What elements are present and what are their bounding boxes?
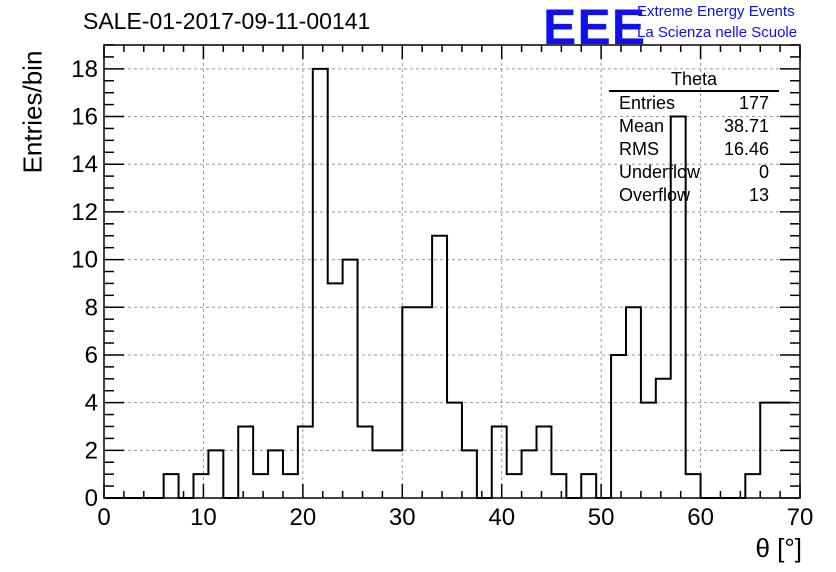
stats-value: 177 (738, 93, 769, 113)
stats-row-rms: RMS 16.46 (609, 138, 779, 161)
histogram-bin (387, 450, 402, 498)
histogram-bin (313, 69, 328, 498)
stats-row-mean: Mean 38.71 (609, 115, 779, 138)
y-tick-label: 10 (71, 247, 98, 274)
x-tick-label: 70 (787, 504, 814, 531)
histogram-bin (745, 474, 760, 498)
stats-value: 38.71 (723, 116, 769, 136)
histogram-bin (537, 426, 552, 498)
logo-caption-line1: Extreme Energy Events (637, 3, 795, 20)
stats-label: Entries (619, 93, 676, 113)
histogram-bin (507, 474, 522, 498)
tick-labels: 0 10 20 30 40 50 60 70 0 2 4 6 8 10 12 14 16 18 (71, 56, 813, 531)
histogram-bin (492, 426, 507, 498)
histogram-bin (551, 474, 566, 498)
stats-row-entries: Entries 177 (609, 92, 779, 115)
stats-label: Overflow (619, 185, 691, 205)
logo-caption-line2: La Scienza nelle Scuole (637, 24, 798, 41)
x-axis-label: θ [°] (755, 533, 802, 563)
histogram-bin (358, 426, 373, 498)
stats-box: Theta Entries 177 Mean 38.71 RMS 16.46 U… (609, 68, 779, 207)
stats-row-underflow: Underflow 0 (609, 161, 779, 184)
histogram-bin (641, 403, 656, 498)
x-tick-label: 50 (588, 504, 615, 531)
histogram-bin (283, 474, 298, 498)
histogram-bin (462, 450, 477, 498)
histogram-bin (193, 474, 208, 498)
histogram-bin (402, 307, 417, 498)
stats-label: RMS (619, 139, 659, 159)
y-tick-label: 14 (71, 151, 98, 178)
histogram-bin (253, 474, 268, 498)
stats-box-name: Theta (609, 68, 779, 92)
y-tick-label: 16 (71, 104, 98, 131)
x-tick-label: 10 (190, 504, 217, 531)
eee-logo: EEE (543, 0, 647, 55)
stats-value: 13 (748, 185, 769, 205)
histogram-bin (208, 450, 223, 498)
histogram-bin (522, 450, 537, 498)
y-tick-label: 6 (85, 342, 98, 369)
histogram-bin (238, 426, 253, 498)
x-tick-label: 0 (97, 504, 110, 531)
histogram-bin (328, 283, 343, 498)
x-tick-label: 60 (687, 504, 714, 531)
stats-row-overflow: Overflow 13 (609, 184, 779, 207)
histogram-bin (626, 307, 641, 498)
stats-label: Mean (619, 116, 665, 136)
histogram-bin (611, 355, 626, 498)
y-tick-label: 8 (85, 294, 98, 321)
y-tick-label: 18 (71, 56, 98, 83)
stats-value: 16.46 (723, 139, 769, 159)
y-tick-label: 4 (85, 390, 98, 417)
histogram-bin (268, 450, 283, 498)
histogram-bin (656, 379, 671, 498)
y-tick-label: 0 (85, 485, 98, 512)
histogram-bin (417, 307, 432, 498)
histogram-bin (686, 474, 701, 498)
histogram-bin (432, 236, 447, 498)
y-axis-label: Entries/bin (17, 50, 48, 174)
histogram-bin (372, 450, 387, 498)
y-tick-label: 12 (71, 199, 98, 226)
histogram-bin (760, 403, 775, 498)
y-tick-label: 2 (85, 437, 98, 464)
x-tick-label: 30 (389, 504, 416, 531)
histogram-bin (298, 426, 313, 498)
stats-label: Underflow (619, 162, 701, 182)
chart-title: SALE-01-2017-09-11-00141 (83, 8, 371, 34)
histogram-bin (164, 474, 179, 498)
stats-value: 0 (758, 162, 769, 182)
x-tick-label: 40 (488, 504, 515, 531)
histogram-bin (581, 474, 596, 498)
histogram-bin (343, 260, 358, 498)
histogram-bin (447, 403, 462, 498)
axis-ticks (103, 44, 801, 499)
x-tick-label: 20 (290, 504, 317, 531)
